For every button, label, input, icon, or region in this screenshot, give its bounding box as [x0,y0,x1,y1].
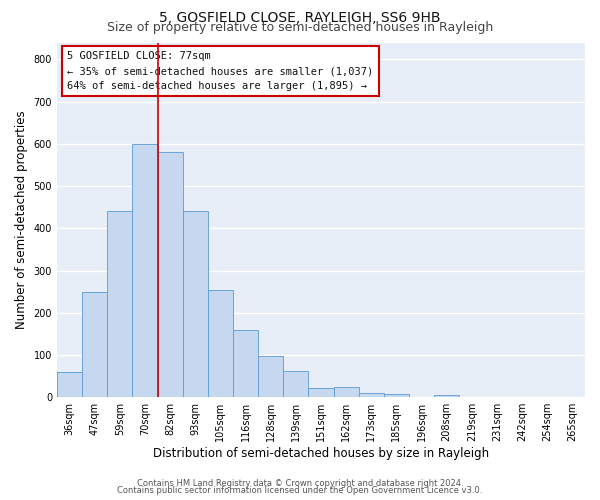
Bar [233,330,258,397]
Bar [283,371,308,397]
Bar [182,212,208,397]
Bar [434,395,459,397]
Text: 5, GOSFIELD CLOSE, RAYLEIGH, SS6 9HB: 5, GOSFIELD CLOSE, RAYLEIGH, SS6 9HB [159,11,441,25]
Bar [334,386,359,397]
Bar [359,393,384,397]
Bar [208,290,233,397]
Bar [107,212,133,397]
X-axis label: Distribution of semi-detached houses by size in Rayleigh: Distribution of semi-detached houses by … [153,447,489,460]
Bar [57,372,82,397]
Text: Contains public sector information licensed under the Open Government Licence v3: Contains public sector information licen… [118,486,482,495]
Text: 5 GOSFIELD CLOSE: 77sqm
← 35% of semi-detached houses are smaller (1,037)
64% of: 5 GOSFIELD CLOSE: 77sqm ← 35% of semi-de… [67,52,374,91]
Bar [82,292,107,397]
Bar [258,356,283,397]
Y-axis label: Number of semi-detached properties: Number of semi-detached properties [15,110,28,329]
Bar [384,394,409,397]
Bar [133,144,158,397]
Text: Size of property relative to semi-detached houses in Rayleigh: Size of property relative to semi-detach… [107,21,493,34]
Bar [158,152,182,397]
Bar [308,388,334,397]
Text: Contains HM Land Registry data © Crown copyright and database right 2024.: Contains HM Land Registry data © Crown c… [137,479,463,488]
